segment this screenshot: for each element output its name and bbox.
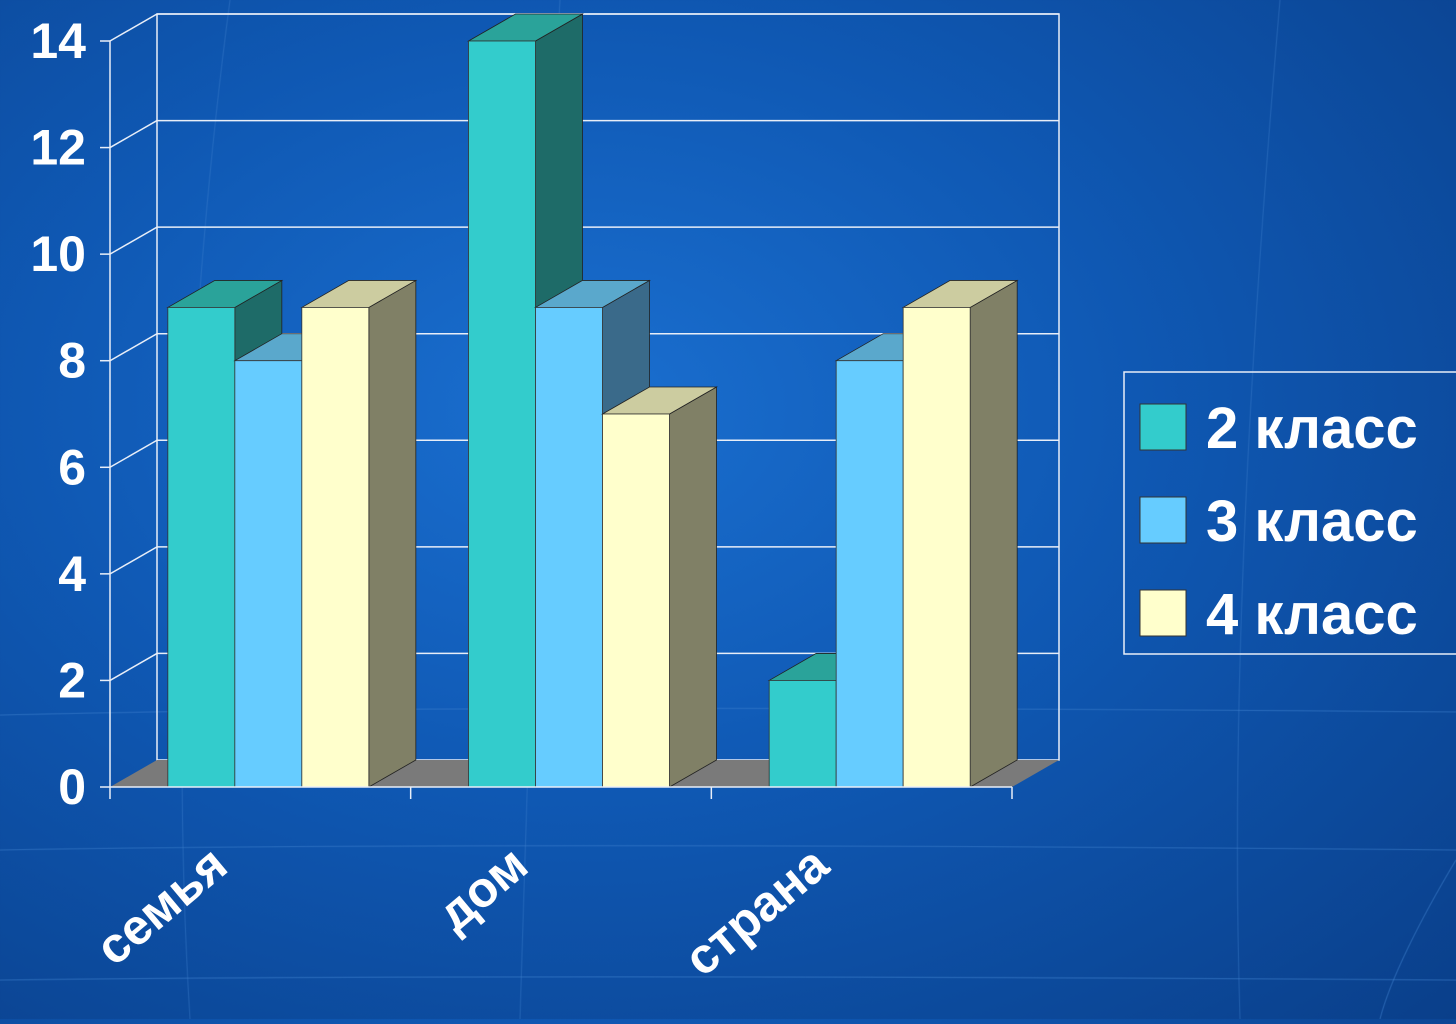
legend-label: 2 класс (1206, 396, 1418, 461)
legend-label: 3 класс (1206, 489, 1418, 554)
bar-front (902, 307, 971, 788)
legend-label: 4 класс (1206, 582, 1418, 647)
bar (901, 279, 1019, 788)
gridline-diagonal (109, 652, 158, 682)
gridline-diagonal (109, 226, 158, 255)
bar-front (835, 360, 904, 788)
bar-side (669, 386, 717, 788)
bar-front (167, 307, 236, 788)
gridline-diagonal (109, 13, 158, 42)
bar-front (301, 307, 370, 788)
bar (300, 279, 418, 788)
legend-swatch (1139, 403, 1187, 451)
legend-box (1123, 371, 1456, 655)
legend-swatch (1139, 589, 1187, 637)
bar-front (535, 307, 603, 788)
legend: 2 класс 3 класс 4 класс (1123, 371, 1456, 655)
gridline-diagonal (109, 439, 158, 468)
y-axis: 0 2 4 6 8 10 12 14 (30, 13, 110, 815)
bar-front (234, 360, 303, 788)
bar (601, 386, 718, 788)
y-tick-label: 12 (30, 120, 86, 176)
y-tick-label: 8 (58, 333, 86, 389)
bar-front (768, 680, 837, 788)
legend-swatch (1139, 496, 1187, 544)
gridline-diagonal (109, 333, 158, 362)
gridline-diagonal (109, 119, 158, 149)
y-tick-label: 10 (30, 226, 86, 282)
bar-front (468, 40, 536, 788)
bars (166, 13, 1019, 788)
bar-side (368, 279, 417, 788)
y-tick-label: 4 (58, 546, 86, 602)
bar-front (602, 413, 670, 788)
y-tick-label: 0 (58, 759, 86, 815)
y-tick-label: 2 (58, 652, 86, 708)
gridline-diagonal (109, 546, 158, 575)
y-tick-label: 14 (30, 13, 86, 69)
bar-side (969, 279, 1018, 788)
y-tick-label: 6 (58, 439, 86, 495)
